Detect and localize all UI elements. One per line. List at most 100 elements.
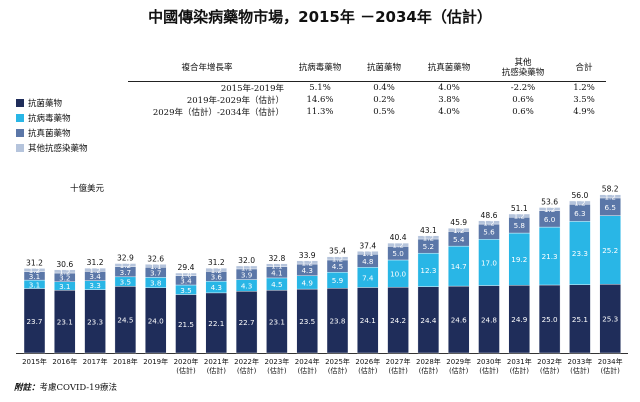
data-label: 1.1 — [241, 263, 252, 272]
x-tick-label: 2021年 — [204, 357, 229, 366]
bar-segment — [296, 260, 318, 265]
x-tick-label: (估計) — [570, 366, 590, 375]
total-label: 32.6 — [147, 254, 164, 263]
bar-segment — [235, 265, 258, 270]
data-label: 3.8 — [150, 279, 162, 288]
cagr-row: 2019年-2029年（估計） 14.6% 0.2% 3.8% 0.6% 3.5… — [128, 94, 606, 106]
data-label: 3.4 — [180, 276, 192, 285]
data-label: 25.2 — [602, 246, 618, 255]
cagr-value: 5.1% — [309, 83, 331, 93]
data-label: 10.0 — [390, 270, 406, 279]
data-label: 3.2 — [59, 273, 70, 282]
data-label: 23.7 — [26, 317, 42, 326]
cagr-header-period: 複合年增長率 — [128, 55, 286, 82]
data-label: 23.3 — [87, 317, 103, 326]
x-tick-label: 2023年 — [264, 357, 289, 366]
bar-segment — [114, 263, 137, 267]
data-label: 22.1 — [208, 319, 224, 328]
data-label: 3.9 — [241, 270, 253, 279]
data-label: 1.2 — [120, 261, 131, 270]
total-label: 35.4 — [329, 247, 346, 256]
data-label: 4.3 — [241, 281, 252, 290]
bar-segment — [175, 272, 197, 276]
bar-segment — [357, 251, 379, 255]
data-label: 23.1 — [57, 318, 73, 327]
x-tick-label: (估計) — [419, 366, 439, 375]
total-label: 32.9 — [117, 254, 134, 263]
data-label: 24.1 — [360, 316, 376, 325]
total-label: 32.0 — [238, 256, 255, 265]
total-label: 56.0 — [571, 191, 588, 200]
data-label: 24.6 — [451, 316, 467, 325]
x-tick-label: (估計) — [176, 366, 196, 375]
bar-segment — [448, 227, 470, 232]
cagr-table: 複合年增長率 抗病毒藥物 抗菌藥物 抗真菌藥物 其他 抗感染藥物 合計 2015… — [128, 55, 606, 118]
legend-label: 抗病毒藥物 — [28, 113, 71, 124]
total-label: 48.6 — [481, 211, 498, 220]
data-label: 7.4 — [362, 273, 374, 282]
data-label: 1.2 — [332, 254, 343, 263]
cagr-header-row: 複合年增長率 抗病毒藥物 抗菌藥物 抗真菌藥物 其他 抗感染藥物 合計 — [128, 55, 606, 82]
cagr-header-total: 合計 — [562, 55, 606, 82]
data-label: 4.9 — [301, 278, 313, 287]
data-label: 4.3 — [301, 266, 312, 275]
data-label: 5.8 — [514, 221, 526, 230]
legend-label: 其他抗感染藥物 — [28, 143, 88, 154]
data-label: 3.4 — [89, 272, 101, 281]
bar-segment — [54, 269, 76, 274]
data-label: 5.0 — [392, 249, 404, 258]
cagr-value: -2.2% — [510, 83, 536, 93]
x-tick-label: (估計) — [600, 366, 620, 375]
data-label: 6.3 — [574, 209, 585, 218]
data-label: 19.2 — [511, 255, 527, 264]
bar-segment — [478, 220, 500, 225]
data-label: 23.1 — [269, 318, 285, 327]
data-label: 23.3 — [572, 249, 588, 258]
total-label: 40.4 — [390, 233, 407, 242]
data-label: 3.5 — [120, 278, 131, 287]
data-label: 3.7 — [150, 268, 161, 277]
data-label: 1.0 — [180, 270, 192, 279]
cagr-header-antibacterial: 抗菌藥物 — [354, 55, 414, 82]
cagr-value: 11.3% — [306, 107, 334, 117]
x-tick-label: (估計) — [237, 366, 257, 375]
x-tick-label: (估計) — [267, 366, 287, 375]
legend-item-other: 其他抗感染藥物 — [16, 140, 88, 155]
total-label: 30.6 — [56, 260, 73, 269]
cagr-row: 2015年-2019年 5.1% 0.4% 4.0% -2.2% 1.2% — [128, 82, 606, 94]
footnote-label: 附註： — [14, 383, 40, 393]
x-tick-label: 2024年 — [295, 357, 320, 366]
data-label: 1.2 — [574, 199, 585, 208]
data-label: 5.4 — [453, 235, 465, 244]
bar-segment — [266, 263, 288, 267]
bar-segment — [508, 213, 530, 218]
x-tick-label: 2028年 — [416, 357, 441, 366]
x-tick-label: 2016年 — [52, 357, 77, 366]
bar-segment — [84, 267, 106, 272]
legend-label: 抗菌藥物 — [28, 98, 63, 109]
x-tick-label: (估計) — [479, 366, 499, 375]
chart-title: 中國傳染病藥物市場，2015年 －2034年（估計） — [148, 8, 492, 26]
x-tick-label: 2031年 — [507, 357, 532, 366]
data-label: 1.2 — [89, 266, 100, 275]
data-label: 21.5 — [178, 320, 194, 329]
data-label: 3.5 — [180, 286, 191, 295]
data-label: 24.2 — [390, 316, 406, 325]
x-tick-label: 2033年 — [567, 357, 592, 366]
data-label: 4.3 — [211, 283, 222, 292]
cagr-value: 0.6% — [512, 107, 534, 117]
data-label: 4.5 — [271, 280, 282, 289]
data-label: 1.2 — [301, 258, 312, 267]
x-tick-label: (估計) — [388, 366, 408, 375]
total-label: 29.4 — [178, 263, 195, 272]
data-label: 5.9 — [332, 276, 344, 285]
x-tick-label: (估計) — [449, 366, 469, 375]
x-tick-label: 2030年 — [477, 357, 502, 366]
data-label: 4.8 — [362, 257, 374, 266]
legend-swatch — [16, 113, 24, 122]
data-label: 1.2 — [483, 218, 494, 227]
chart-legend: 抗菌藥物 抗病毒藥物 抗真菌藥物 其他抗感染藥物 — [16, 95, 88, 155]
x-tick-label: (估計) — [358, 366, 378, 375]
cagr-value: 3.8% — [438, 95, 460, 105]
